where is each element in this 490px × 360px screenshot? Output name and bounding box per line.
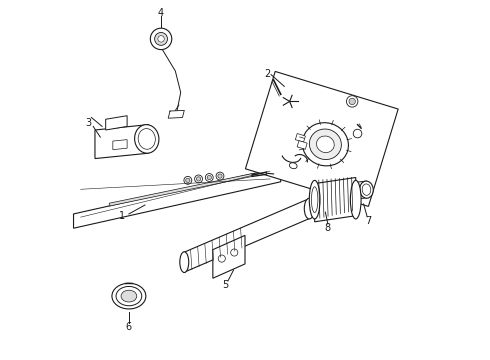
Circle shape [155,32,168,45]
Ellipse shape [350,180,361,219]
Ellipse shape [302,123,348,166]
Polygon shape [184,199,309,272]
Polygon shape [297,141,307,149]
Polygon shape [74,167,281,228]
Text: 1: 1 [119,211,125,221]
Circle shape [231,249,238,256]
Ellipse shape [121,290,137,302]
Circle shape [353,129,362,138]
Polygon shape [245,71,398,206]
Ellipse shape [116,287,142,306]
Text: 6: 6 [126,322,132,332]
Circle shape [196,177,201,181]
Polygon shape [106,116,127,130]
Ellipse shape [290,163,297,169]
Circle shape [205,174,213,181]
Ellipse shape [317,136,334,153]
Circle shape [218,174,222,178]
Ellipse shape [360,181,373,198]
Polygon shape [109,174,252,206]
Text: 3: 3 [85,118,92,128]
Circle shape [150,28,172,50]
Text: 2: 2 [264,68,270,78]
Circle shape [216,172,224,180]
Circle shape [207,175,211,180]
Circle shape [186,178,190,183]
Polygon shape [315,177,356,222]
Circle shape [349,98,355,105]
Text: 4: 4 [158,8,164,18]
Ellipse shape [309,129,342,159]
Polygon shape [213,235,245,278]
Circle shape [158,36,164,42]
Polygon shape [345,181,367,201]
Ellipse shape [309,180,320,219]
Text: 8: 8 [325,223,331,233]
Polygon shape [113,140,127,150]
Circle shape [195,175,202,183]
Ellipse shape [180,252,189,273]
Ellipse shape [304,198,314,219]
Ellipse shape [112,283,146,309]
Text: 7: 7 [365,216,371,226]
Text: 5: 5 [222,280,228,291]
Polygon shape [295,134,305,142]
Circle shape [346,96,358,107]
Ellipse shape [135,125,159,153]
Polygon shape [95,125,148,158]
Circle shape [218,255,225,262]
Circle shape [184,176,192,184]
